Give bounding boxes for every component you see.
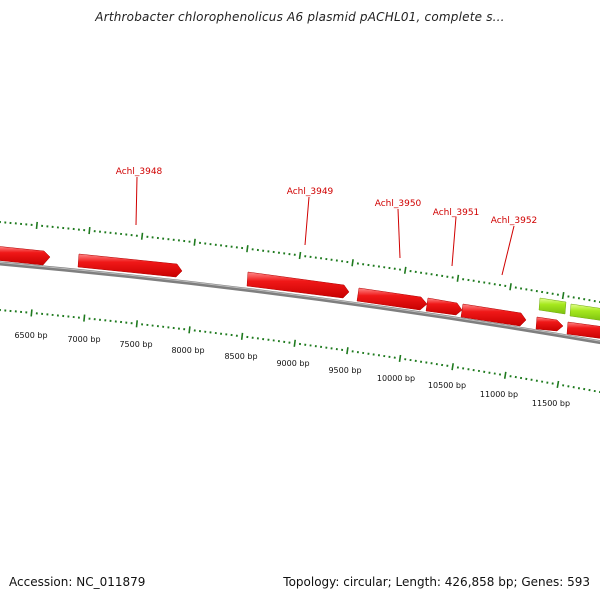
gene-label[interactable]: Achl_3949 — [287, 187, 334, 197]
scale-label: 9000 bp — [276, 359, 309, 368]
scale-label: 9500 bp — [328, 366, 361, 375]
scale-label: 11000 bp — [480, 390, 518, 399]
major-tick — [351, 259, 354, 267]
gene-label[interactable]: Achl_3952 — [491, 216, 538, 226]
scale-label-group: 6500 bp 7000 bp 7500 bp 8000 bp 8500 bp … — [14, 331, 570, 408]
gene-arrow[interactable] — [425, 297, 463, 316]
scale-label: 8000 bp — [171, 346, 204, 355]
scale-label: 7000 bp — [67, 335, 100, 344]
major-tick — [88, 227, 91, 235]
gene-label[interactable]: Achl_3950 — [375, 199, 422, 209]
major-tick — [140, 232, 144, 240]
outer-tick-track — [0, 220, 600, 304]
major-tick — [30, 309, 33, 317]
scale-label: 7500 bp — [119, 340, 152, 349]
major-tick — [246, 245, 249, 253]
scale-label: 6500 bp — [14, 331, 47, 340]
major-tick — [456, 274, 460, 282]
accession-text: Accession: NC_011879 — [9, 575, 146, 589]
gene-arrow[interactable] — [538, 297, 567, 315]
major-tick — [193, 238, 196, 246]
major-tick — [503, 371, 507, 379]
major-tick — [35, 221, 38, 229]
gene-arrow[interactable] — [0, 246, 51, 266]
major-tick — [83, 314, 86, 322]
plasmid-backbone — [0, 261, 600, 345]
scale-label: 10000 bp — [377, 374, 415, 383]
major-tick — [293, 339, 296, 347]
major-tick — [509, 283, 512, 291]
gene-label[interactable]: Achl_3951 — [433, 208, 480, 218]
major-tick — [188, 326, 191, 334]
major-tick — [135, 320, 138, 328]
scale-label: 10500 bp — [428, 381, 466, 390]
scale-label: 8500 bp — [224, 352, 257, 361]
major-tick — [451, 363, 454, 371]
major-tick — [556, 380, 560, 389]
major-tick — [398, 354, 402, 363]
map-title: Arthrobacter chlorophenolicus A6 plasmid… — [95, 10, 505, 24]
gene-label[interactable]: Achl_3948 — [116, 167, 163, 177]
major-tick — [403, 266, 407, 274]
major-tick — [561, 291, 565, 300]
major-tick — [298, 251, 302, 260]
major-tick — [240, 332, 244, 340]
gene-arrow[interactable] — [77, 253, 183, 278]
scale-label: 11500 bp — [532, 399, 570, 408]
gene-arrow[interactable] — [356, 287, 428, 311]
gene-arrow[interactable] — [566, 321, 600, 339]
gene-arrow[interactable] — [460, 303, 527, 327]
inner-tick-track — [0, 308, 600, 394]
gene-track — [0, 246, 600, 339]
gene-arrow[interactable] — [535, 316, 564, 332]
gene-arrow[interactable] — [246, 271, 350, 299]
gene-label-group: Achl_3948 Achl_3949 Achl_3950 Achl_3951 … — [116, 167, 538, 276]
gene-arrow[interactable] — [569, 303, 600, 321]
major-tick — [346, 347, 349, 355]
topology-text: Topology: circular; Length: 426,858 bp; … — [283, 575, 590, 589]
